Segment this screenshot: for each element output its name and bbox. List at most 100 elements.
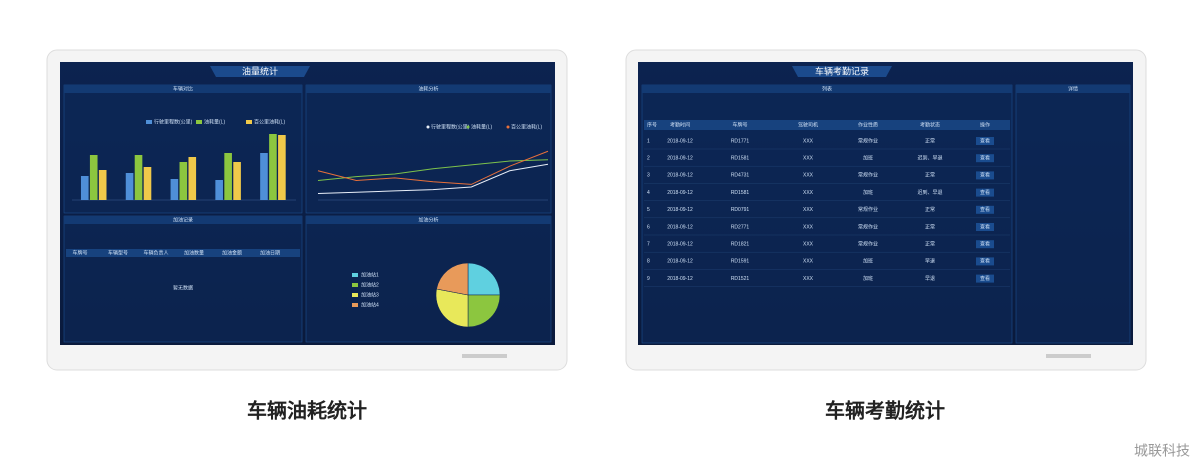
view-button[interactable]	[976, 188, 994, 197]
panel-header	[306, 85, 551, 93]
line	[317, 159, 549, 181]
table-header	[66, 249, 300, 257]
bar	[269, 134, 277, 200]
view-label: 查看	[980, 189, 990, 196]
cell: 正常	[925, 206, 935, 213]
bar	[260, 153, 268, 200]
bar	[170, 179, 179, 200]
cell: 常规作业	[858, 137, 878, 144]
cell: 加班	[863, 155, 873, 162]
cell: RD1771	[731, 138, 750, 144]
panel-title: 油耗分析	[418, 85, 438, 92]
cell: 常规作业	[858, 172, 878, 179]
column-header: 加油日期	[260, 249, 280, 256]
cell: 加班	[863, 275, 873, 282]
bar	[233, 162, 241, 200]
cell: 2018-09-12	[667, 138, 693, 144]
cell: RD1581	[731, 190, 750, 196]
legend-label: 行驶里程数(公里)	[431, 123, 470, 130]
view-button[interactable]	[976, 223, 994, 231]
view-label: 查看	[980, 155, 990, 162]
column-header: 车牌号	[72, 249, 87, 256]
cell: RD0791	[731, 207, 750, 213]
cell: XXX	[803, 259, 814, 265]
cell: XXX	[803, 156, 814, 162]
title-tab	[792, 66, 892, 77]
cell: 早退	[925, 258, 935, 265]
legend-swatch	[352, 283, 358, 287]
legend-swatch	[146, 120, 152, 124]
panel-header	[306, 216, 551, 224]
legend-label: 加油站2	[361, 281, 379, 288]
screen-title: 车辆考勤记录	[815, 65, 869, 76]
bar	[89, 155, 98, 200]
cell: XXX	[803, 138, 814, 144]
panel-header	[64, 85, 302, 93]
view-button[interactable]	[976, 154, 994, 163]
pie-slice	[435, 288, 469, 328]
legend-label: 油耗量(L)	[471, 123, 492, 130]
bar	[80, 176, 89, 200]
bar	[134, 155, 143, 200]
empty-text: 暂无数据	[173, 284, 193, 291]
cell: 加班	[863, 258, 873, 265]
cell: 正常	[925, 137, 935, 144]
legend-swatch	[352, 273, 358, 277]
cell: 8	[647, 259, 650, 265]
table-header	[644, 120, 1010, 130]
panel-title: 列表	[822, 85, 832, 92]
view-button[interactable]	[976, 240, 994, 249]
cell: XXX	[803, 190, 814, 196]
column-header: 作业性质	[858, 121, 878, 128]
bar	[215, 180, 223, 200]
view-button[interactable]	[976, 257, 994, 266]
panel-title: 详情	[1068, 85, 1078, 92]
view-button[interactable]	[976, 205, 994, 214]
panel-header	[64, 216, 302, 224]
panel	[63, 215, 303, 343]
cell: RD2771	[731, 224, 750, 230]
legend-dot	[506, 125, 510, 129]
home-bar	[1046, 354, 1091, 358]
legend-label: 油耗量(L)	[204, 118, 225, 125]
cell: RD1591	[731, 259, 750, 265]
cell: XXX	[803, 224, 814, 230]
line	[317, 150, 549, 185]
cell: XXX	[803, 173, 814, 179]
caption: 车辆油耗统计	[247, 398, 367, 422]
view-label: 查看	[980, 206, 990, 213]
view-button[interactable]	[976, 137, 994, 145]
column-header: 考勤状态	[920, 121, 940, 128]
cell: XXX	[803, 242, 814, 248]
column-header: 考勤时间	[670, 121, 690, 128]
legend-label: 百公里油耗(L)	[254, 118, 285, 125]
cell: RD1581	[731, 156, 750, 162]
cell: RD1521	[731, 276, 750, 282]
title-tab	[210, 66, 310, 77]
pie-slice	[467, 262, 501, 296]
view-label: 查看	[980, 258, 990, 265]
panel-title: 加油记录	[173, 216, 193, 223]
legend-dot	[466, 125, 470, 129]
panel-header	[1016, 85, 1130, 93]
cell: RD1821	[731, 242, 750, 248]
view-button[interactable]	[976, 171, 994, 180]
panel-header	[642, 85, 1012, 93]
view-button[interactable]	[976, 274, 994, 283]
cell: 4	[647, 190, 650, 196]
column-header: 操作	[980, 121, 990, 128]
cell: 2018-09-12	[667, 207, 693, 213]
legend-swatch	[352, 303, 358, 307]
view-label: 查看	[980, 137, 990, 144]
column-header: 车辆型号	[108, 249, 128, 256]
legend-dot	[426, 125, 430, 129]
column-header: 车辆负责人	[143, 249, 168, 256]
column-header: 驾驶司机	[798, 121, 818, 128]
cell: 正常	[925, 172, 935, 179]
cell: 3	[647, 173, 650, 179]
cell: 2018-09-12	[667, 190, 693, 196]
view-label: 查看	[980, 223, 990, 230]
bar	[143, 167, 152, 200]
cell: 正常	[925, 223, 935, 230]
bar	[224, 153, 232, 200]
